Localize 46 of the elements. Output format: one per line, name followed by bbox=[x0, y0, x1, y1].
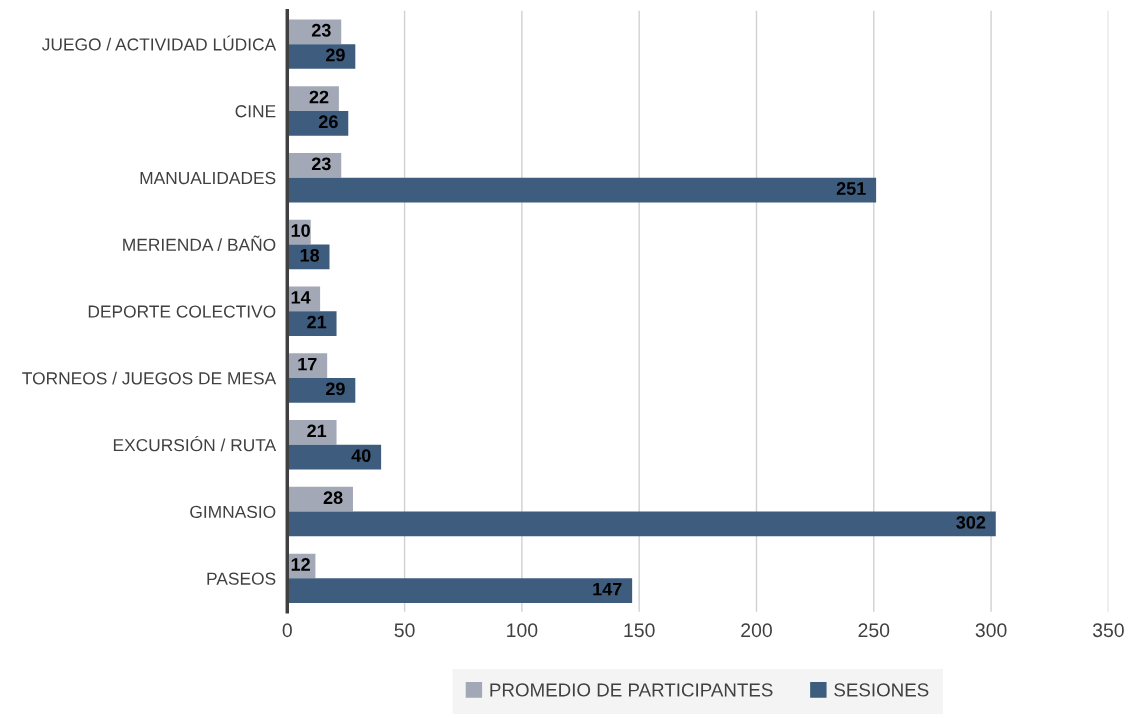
y-tick-label: TORNEOS / JUEGOS DE MESA bbox=[22, 371, 277, 385]
data-label: 147 bbox=[593, 582, 622, 596]
data-label: 17 bbox=[298, 357, 317, 371]
data-label: 10 bbox=[291, 224, 310, 237]
data-label: 18 bbox=[300, 248, 320, 262]
bar bbox=[287, 311, 337, 336]
data-label: 28 bbox=[323, 491, 343, 505]
bar bbox=[287, 378, 356, 403]
data-label: 302 bbox=[956, 515, 986, 529]
bar bbox=[287, 486, 353, 512]
y-tick-label: EXCURSIÓN / RUTA bbox=[113, 436, 277, 452]
x-tick-label: 50 bbox=[394, 623, 415, 638]
data-label: 12 bbox=[291, 558, 310, 571]
data-label: 21 bbox=[307, 315, 327, 329]
bar bbox=[287, 44, 356, 69]
bar bbox=[287, 177, 877, 203]
y-tick-label: JUEGO / ACTIVIDAD LÚDICA bbox=[42, 35, 277, 51]
data-label: 22 bbox=[309, 90, 329, 104]
data-label: 23 bbox=[311, 157, 331, 171]
bar bbox=[287, 444, 382, 470]
y-tick-label: CINE bbox=[235, 105, 276, 118]
data-label: 29 bbox=[326, 48, 345, 62]
x-tick-label: 0 bbox=[282, 623, 292, 638]
bar bbox=[287, 511, 996, 537]
data-label: 21 bbox=[307, 424, 327, 438]
data-label: 23 bbox=[311, 23, 331, 37]
y-tick-label: MANUALIDADES bbox=[140, 171, 276, 185]
data-label: 251 bbox=[836, 182, 866, 195]
legend-label: SESIONES bbox=[834, 683, 929, 697]
y-tick-label: GIMNASIO bbox=[190, 505, 276, 519]
bar bbox=[287, 578, 633, 604]
data-label: 29 bbox=[326, 382, 345, 396]
x-tick-label: 100 bbox=[507, 623, 538, 638]
y-tick-label: PASEOS bbox=[207, 572, 276, 585]
x-tick-label: 300 bbox=[975, 623, 1007, 638]
x-tick-label: 250 bbox=[858, 623, 890, 638]
x-tick-label: 350 bbox=[1092, 623, 1124, 638]
x-tick-label: 150 bbox=[624, 623, 655, 638]
data-label: 40 bbox=[351, 449, 371, 462]
x-tick-label: 200 bbox=[741, 623, 772, 638]
legend-label: PROMEDIO DE PARTICIPANTES bbox=[490, 683, 773, 697]
bar bbox=[287, 420, 337, 445]
data-label: 14 bbox=[291, 291, 311, 304]
data-label: 26 bbox=[318, 115, 338, 129]
y-tick-label: DEPORTE COLECTIVO bbox=[88, 305, 276, 318]
y-tick-label: MERIENDA / BAÑO bbox=[123, 235, 276, 251]
